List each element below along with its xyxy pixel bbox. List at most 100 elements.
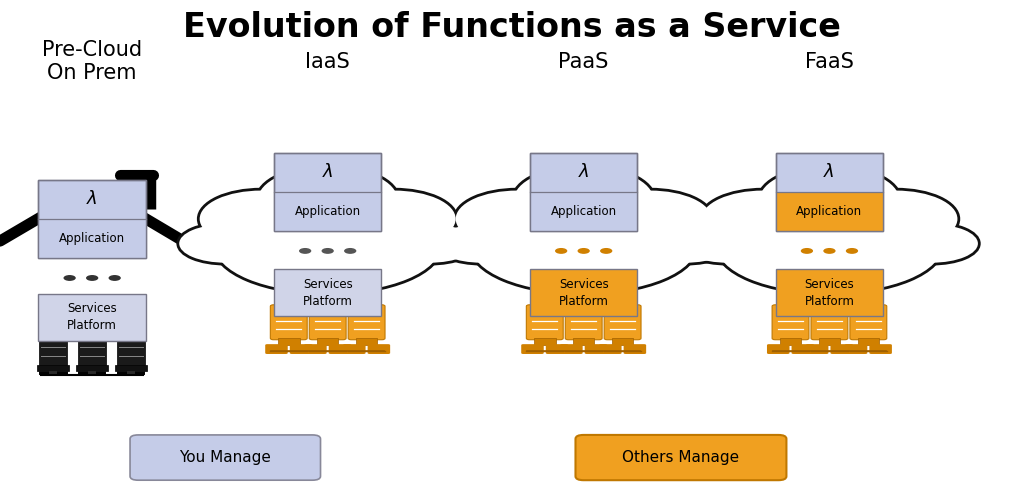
FancyBboxPatch shape bbox=[575, 435, 786, 480]
Ellipse shape bbox=[721, 201, 938, 291]
Circle shape bbox=[356, 308, 362, 311]
Bar bbox=[819, 338, 841, 345]
Ellipse shape bbox=[717, 199, 942, 293]
FancyBboxPatch shape bbox=[526, 305, 563, 339]
Circle shape bbox=[334, 308, 340, 311]
Ellipse shape bbox=[456, 190, 579, 247]
Bar bbox=[117, 371, 127, 375]
FancyBboxPatch shape bbox=[329, 344, 351, 354]
Ellipse shape bbox=[460, 192, 574, 246]
Circle shape bbox=[823, 248, 836, 254]
Circle shape bbox=[63, 275, 76, 281]
Ellipse shape bbox=[204, 192, 318, 246]
FancyBboxPatch shape bbox=[772, 305, 809, 339]
Circle shape bbox=[600, 248, 612, 254]
Bar bbox=[274, 270, 381, 316]
Bar bbox=[858, 338, 880, 345]
FancyBboxPatch shape bbox=[130, 435, 321, 480]
Ellipse shape bbox=[475, 201, 692, 291]
FancyBboxPatch shape bbox=[565, 305, 602, 339]
Bar bbox=[115, 365, 147, 371]
Bar bbox=[274, 153, 381, 231]
Circle shape bbox=[83, 333, 89, 336]
Ellipse shape bbox=[226, 242, 316, 275]
Bar bbox=[57, 371, 68, 375]
Circle shape bbox=[53, 333, 59, 336]
Circle shape bbox=[858, 308, 864, 311]
Text: You Manage: You Manage bbox=[179, 450, 271, 465]
FancyBboxPatch shape bbox=[304, 344, 327, 354]
Bar bbox=[530, 153, 637, 231]
Text: PaaS: PaaS bbox=[558, 52, 609, 71]
Ellipse shape bbox=[258, 167, 397, 231]
Bar bbox=[279, 338, 300, 345]
Bar bbox=[530, 192, 637, 231]
Bar bbox=[780, 338, 802, 345]
Circle shape bbox=[279, 308, 285, 311]
Ellipse shape bbox=[835, 190, 957, 247]
Circle shape bbox=[874, 308, 881, 311]
Circle shape bbox=[578, 248, 590, 254]
Circle shape bbox=[344, 248, 356, 254]
Ellipse shape bbox=[339, 242, 429, 275]
Bar bbox=[78, 329, 106, 365]
FancyBboxPatch shape bbox=[270, 305, 307, 339]
Bar bbox=[317, 338, 338, 345]
Circle shape bbox=[366, 308, 372, 311]
Ellipse shape bbox=[728, 242, 818, 275]
Bar bbox=[776, 153, 883, 231]
Text: Application: Application bbox=[551, 205, 616, 218]
Bar bbox=[356, 338, 377, 345]
FancyBboxPatch shape bbox=[811, 305, 848, 339]
Bar bbox=[135, 371, 145, 375]
Ellipse shape bbox=[384, 224, 476, 263]
Ellipse shape bbox=[439, 226, 523, 261]
Circle shape bbox=[373, 308, 379, 311]
Text: FaaS: FaaS bbox=[805, 52, 854, 71]
Text: Application: Application bbox=[295, 205, 360, 218]
Text: Evolution of Functions as a Service: Evolution of Functions as a Service bbox=[183, 10, 841, 44]
FancyBboxPatch shape bbox=[806, 344, 828, 354]
Bar bbox=[39, 371, 49, 375]
Circle shape bbox=[622, 308, 628, 311]
Ellipse shape bbox=[595, 242, 685, 275]
Text: λ: λ bbox=[579, 163, 589, 181]
Ellipse shape bbox=[200, 190, 323, 247]
FancyBboxPatch shape bbox=[309, 305, 346, 339]
Circle shape bbox=[790, 308, 796, 311]
Ellipse shape bbox=[681, 224, 773, 263]
FancyBboxPatch shape bbox=[830, 344, 853, 354]
Ellipse shape bbox=[706, 192, 820, 246]
Circle shape bbox=[535, 308, 541, 311]
Circle shape bbox=[629, 308, 635, 311]
Circle shape bbox=[122, 333, 128, 336]
FancyBboxPatch shape bbox=[368, 344, 390, 354]
FancyBboxPatch shape bbox=[585, 344, 607, 354]
FancyBboxPatch shape bbox=[767, 344, 790, 354]
Bar bbox=[530, 270, 637, 316]
Ellipse shape bbox=[471, 199, 696, 293]
Text: λ: λ bbox=[824, 163, 835, 181]
Bar bbox=[39, 219, 145, 258]
Ellipse shape bbox=[886, 224, 978, 263]
Circle shape bbox=[780, 308, 786, 311]
Ellipse shape bbox=[435, 224, 527, 263]
Bar bbox=[776, 192, 883, 231]
Text: Pre-Cloud
On Prem: Pre-Cloud On Prem bbox=[42, 40, 142, 83]
Circle shape bbox=[59, 333, 66, 336]
Circle shape bbox=[92, 333, 98, 336]
Ellipse shape bbox=[640, 224, 732, 263]
Circle shape bbox=[555, 248, 567, 254]
Circle shape bbox=[797, 308, 803, 311]
Text: Services
Platform: Services Platform bbox=[805, 278, 854, 308]
Bar bbox=[78, 371, 88, 375]
Bar bbox=[612, 338, 633, 345]
Ellipse shape bbox=[215, 199, 440, 293]
Ellipse shape bbox=[837, 240, 935, 277]
Bar bbox=[530, 153, 637, 231]
Ellipse shape bbox=[262, 169, 393, 230]
Circle shape bbox=[836, 308, 842, 311]
Bar bbox=[37, 365, 70, 371]
Bar bbox=[776, 153, 883, 231]
Ellipse shape bbox=[514, 167, 653, 231]
